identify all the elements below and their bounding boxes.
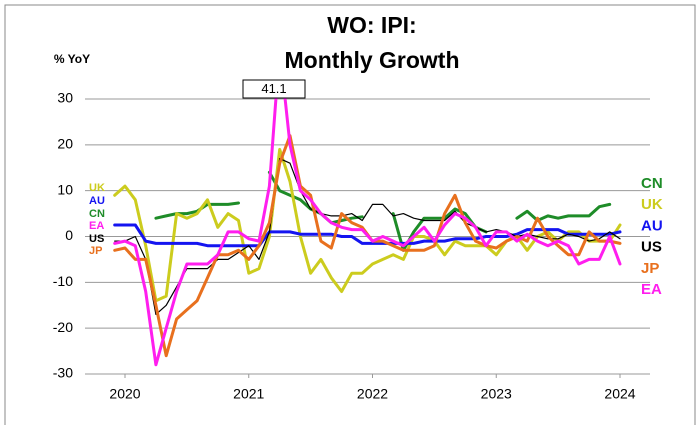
y-axis-label: % YoY xyxy=(54,52,90,66)
x-tick-label: 2024 xyxy=(604,386,635,402)
y-tick-label: 30 xyxy=(57,90,73,106)
x-tick-label: 2023 xyxy=(481,386,512,402)
y-tick-label: 10 xyxy=(57,181,73,197)
annotation-label: 41.1 xyxy=(261,81,286,96)
legend: UK AU CN EA US JP xyxy=(89,182,105,257)
annotation: 41.1 xyxy=(242,79,306,99)
annotation-box xyxy=(242,79,306,99)
y-tick-label: -20 xyxy=(53,319,73,335)
chart-title: Monthly Growth xyxy=(284,47,459,73)
y-tick-label: -10 xyxy=(53,273,73,289)
legend-label: AU xyxy=(89,195,105,207)
y-tick-label: 0 xyxy=(65,227,73,243)
y-tick-label: 20 xyxy=(57,136,73,152)
legend-label: UK xyxy=(89,182,105,194)
x-tick-label: 2022 xyxy=(357,386,388,402)
legend-label: US xyxy=(641,239,662,256)
series-line xyxy=(113,223,622,248)
legend-label: CN xyxy=(89,208,105,220)
series-line xyxy=(113,147,622,303)
legend-label: US xyxy=(89,233,104,245)
series-line xyxy=(114,158,621,315)
legend-label: AU xyxy=(641,217,663,234)
x-tick-label: 2020 xyxy=(109,386,140,402)
legend-label: EA xyxy=(641,281,662,298)
legend-label: CN xyxy=(641,175,663,192)
plot-area xyxy=(113,92,622,367)
legend-label: JP xyxy=(89,245,102,257)
y-tick-label: -30 xyxy=(53,365,73,381)
legend-label: EA xyxy=(89,220,104,232)
chart-title: WO: IPI: xyxy=(327,12,416,38)
x-tick-label: 2021 xyxy=(233,386,264,402)
legend-label: UK xyxy=(641,196,663,213)
legend: CN UK AU US JP EA xyxy=(641,175,663,298)
chart-frame xyxy=(4,4,696,425)
series-line xyxy=(113,92,622,367)
legend-label: JP xyxy=(641,260,659,277)
grid: -30 -20 -10 0 10 20 30 2020 2021 2022 2023 2024 xyxy=(53,90,650,402)
